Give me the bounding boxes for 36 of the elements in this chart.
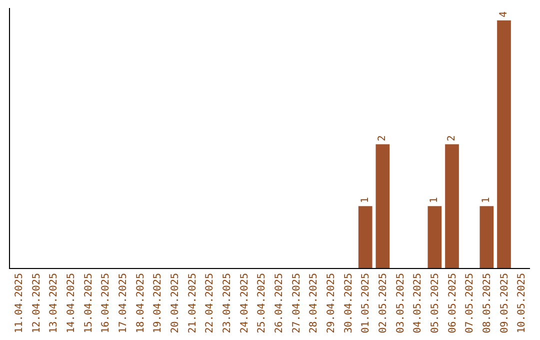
x-tick-label: 28.04.2025 [308,273,320,334]
x-tick-label: 23.04.2025 [222,273,233,334]
x-tick-label: 16.04.2025 [100,273,112,334]
x-tick-label: 24.04.2025 [239,273,250,334]
data-label: 2 [446,135,458,142]
data-label: 2 [377,135,388,142]
x-tick-label: 04.05.2025 [412,273,424,334]
data-label: 4 [498,11,510,18]
x-tick-label: 06.05.2025 [447,273,458,334]
x-tick-label: 05.05.2025 [430,273,441,334]
x-tick-label: 30.04.2025 [343,273,354,334]
x-tick-label: 27.04.2025 [291,273,302,334]
data-label: 1 [360,197,371,204]
x-tick-label: 12.04.2025 [31,273,42,334]
data-label: 1 [429,197,440,204]
x-tick-label: 09.05.2025 [499,273,510,334]
x-tick-label: 03.05.2025 [395,273,406,334]
x-tick-label: 08.05.2025 [482,273,493,334]
x-tick-label: 10.05.2025 [516,273,528,334]
x-tick-label: 21.04.2025 [187,273,198,334]
x-tick-label: 07.05.2025 [464,273,476,334]
x-tick-label: 22.04.2025 [204,273,216,334]
x-tick-label: 17.04.2025 [118,273,129,334]
x-tick-label: 11.04.2025 [14,273,25,334]
x-tick-label: 29.04.2025 [326,273,337,334]
x-tick-label: 15.04.2025 [83,273,94,334]
x-tick-label: 25.04.2025 [256,273,268,334]
x-tick-label: 26.04.2025 [274,273,285,334]
data-label: 1 [481,197,492,204]
x-tick-label: 14.04.2025 [66,273,77,334]
x-tick-label: 18.04.2025 [135,273,146,334]
x-tick-label: 02.05.2025 [378,273,389,334]
x-tick-label: 19.04.2025 [152,273,164,334]
x-tick-label: 20.04.2025 [170,273,181,334]
x-tick-label: 01.05.2025 [360,273,372,334]
x-tick-label: 13.04.2025 [48,273,60,334]
